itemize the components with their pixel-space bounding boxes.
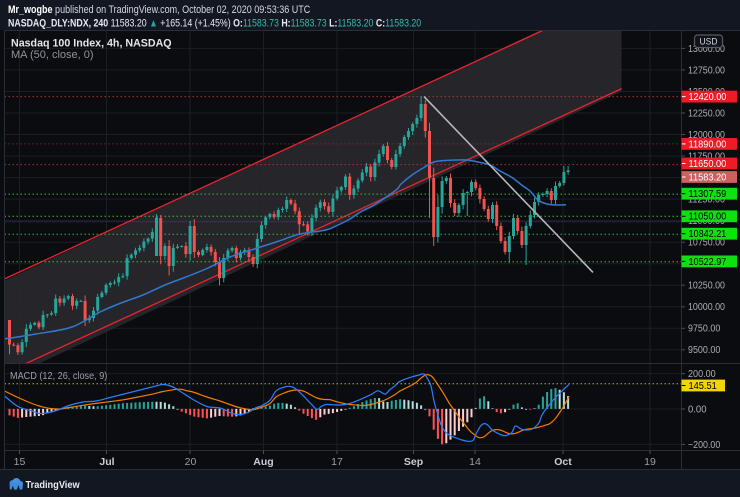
- svg-text:USD: USD: [700, 37, 718, 48]
- svg-text:MACD (12, 26, close, 9): MACD (12, 26, close, 9): [10, 370, 107, 382]
- svg-text:−200.00: −200.00: [688, 440, 721, 451]
- svg-text:11250.00: 11250.00: [688, 195, 725, 206]
- svg-text:10522.97: 10522.97: [689, 257, 727, 268]
- svg-text:12420.00: 12420.00: [689, 92, 727, 103]
- svg-text:0.00: 0.00: [688, 404, 707, 415]
- svg-text:NASDAQ_DLY:NDX, 240 11583.20 ▲: NASDAQ_DLY:NDX, 240 11583.20 ▲ +165.14 (…: [8, 18, 422, 30]
- svg-text:12000.00: 12000.00: [688, 130, 725, 141]
- svg-text:11650.00: 11650.00: [689, 159, 727, 170]
- svg-text:10842.21: 10842.21: [689, 229, 727, 240]
- svg-text:12750.00: 12750.00: [688, 65, 725, 76]
- svg-text:Jul: Jul: [99, 456, 114, 468]
- svg-text:17: 17: [331, 456, 343, 468]
- svg-text:10750.00: 10750.00: [688, 238, 725, 249]
- svg-text:Oct: Oct: [554, 456, 572, 468]
- svg-text:11307.59: 11307.59: [689, 189, 727, 200]
- svg-text:13000.00: 13000.00: [688, 44, 725, 55]
- svg-text:9750.00: 9750.00: [688, 324, 721, 335]
- svg-text:19: 19: [644, 456, 656, 468]
- svg-text:14: 14: [469, 456, 481, 468]
- svg-text:TradingView: TradingView: [26, 480, 80, 492]
- svg-text:10000.00: 10000.00: [688, 302, 725, 313]
- svg-text:15: 15: [14, 456, 26, 468]
- svg-text:Sep: Sep: [404, 456, 423, 468]
- svg-text:145.51: 145.51: [689, 381, 718, 392]
- svg-text:MA (50, close, 0): MA (50, close, 0): [11, 49, 94, 61]
- svg-text:12250.00: 12250.00: [688, 108, 725, 119]
- svg-text:Mr_wogbe published on TradingV: Mr_wogbe published on TradingView.com, O…: [8, 4, 310, 16]
- svg-text:20: 20: [185, 456, 197, 468]
- svg-text:11583.20: 11583.20: [689, 172, 727, 183]
- svg-text:9500.00: 9500.00: [688, 345, 721, 356]
- svg-text:10250.00: 10250.00: [688, 281, 725, 292]
- svg-text:Aug: Aug: [253, 456, 273, 468]
- svg-text:11890.00: 11890.00: [689, 139, 727, 150]
- svg-text:Nasdaq 100 Index, 4h, NASDAQ: Nasdaq 100 Index, 4h, NASDAQ: [11, 37, 172, 49]
- svg-text:11750.00: 11750.00: [688, 151, 725, 162]
- svg-text:200.00: 200.00: [688, 369, 716, 380]
- svg-text:11050.00: 11050.00: [689, 212, 727, 223]
